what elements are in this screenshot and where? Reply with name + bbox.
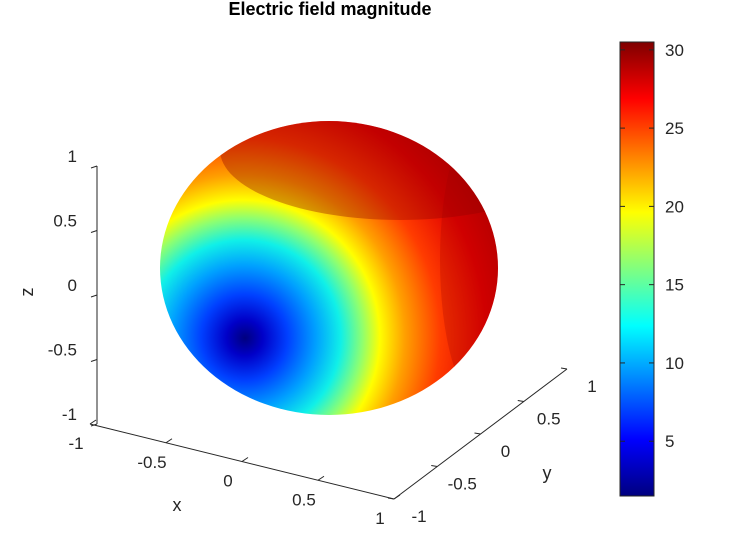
x-tick-label: 1 xyxy=(375,509,384,528)
colorbar-tick-label: 25 xyxy=(665,119,684,138)
x-tick-mark xyxy=(165,438,173,444)
colorbar-gradient xyxy=(619,41,655,497)
x-tick-label: -1 xyxy=(68,434,83,453)
y-tick-mark xyxy=(474,432,481,435)
x-axis: -1 -0.5 0 0.5 1 x xyxy=(68,419,401,528)
y-tick-label: 0 xyxy=(501,442,510,461)
sphere-right-shade xyxy=(440,121,498,400)
x-tick-mark xyxy=(317,475,325,481)
y-axis: -1 -0.5 0 0.5 1 y xyxy=(387,367,597,526)
z-tick-mark xyxy=(90,294,98,298)
x-tick-label: 0 xyxy=(223,472,232,491)
y-tick-label: 0.5 xyxy=(537,410,561,429)
z-tick-label: -1 xyxy=(62,405,77,424)
x-tick-label: 0.5 xyxy=(292,490,316,509)
colorbar-tick-label: 30 xyxy=(665,41,684,60)
z-tick-mark xyxy=(90,359,98,362)
y-tick-mark xyxy=(431,465,438,467)
colorbar: 30 25 20 15 10 5 xyxy=(619,41,684,497)
x-tick-label: -0.5 xyxy=(137,453,166,472)
y-tick-mark xyxy=(387,497,395,500)
y-tick-mark xyxy=(517,400,524,402)
y-axis-label: y xyxy=(543,463,552,483)
z-axis: 1 0.5 0 -0.5 -1 z xyxy=(17,147,98,427)
colorbar-tick-label: 10 xyxy=(665,354,684,373)
y-tick-mark xyxy=(560,367,568,370)
y-tick-label: -1 xyxy=(411,507,426,526)
field-sphere-surface xyxy=(160,121,498,415)
z-tick-label: 0.5 xyxy=(53,212,77,231)
z-tick-label: -0.5 xyxy=(48,341,77,360)
z-tick-label: 1 xyxy=(68,147,77,166)
chart-title: Electric field magnitude xyxy=(228,0,431,19)
x-tick-mark xyxy=(241,457,249,462)
x-tick-mark xyxy=(89,419,97,425)
sphere-dark-cap xyxy=(220,121,498,220)
z-tick-mark xyxy=(90,165,98,169)
z-tick-mark xyxy=(90,230,98,233)
colorbar-tick-label: 5 xyxy=(665,432,674,451)
colorbar-tick-label: 15 xyxy=(665,276,684,295)
sphere-base xyxy=(160,121,498,415)
z-axis-label: z xyxy=(17,288,37,297)
y-tick-label: 1 xyxy=(587,377,596,396)
y-tick-label: -0.5 xyxy=(448,475,477,494)
z-tick-label: 0 xyxy=(68,276,77,295)
x-axis-label: x xyxy=(173,495,182,515)
colorbar-tick-label: 20 xyxy=(665,197,684,216)
